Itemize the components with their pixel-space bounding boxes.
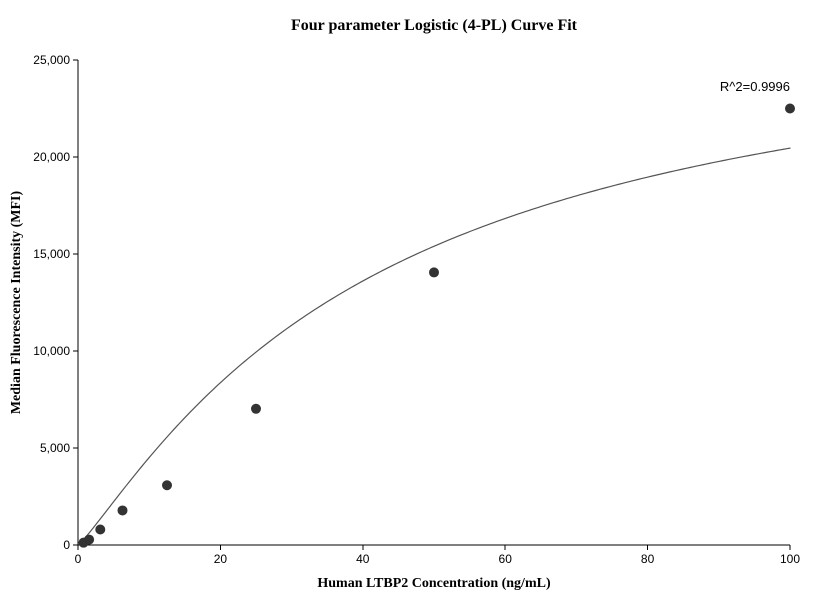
y-tick-label: 25,000 (33, 53, 70, 67)
x-tick-label: 80 (641, 552, 655, 566)
data-point (429, 267, 439, 277)
y-tick-label: 0 (63, 538, 70, 552)
fit-curve (80, 148, 790, 543)
y-tick-label: 20,000 (33, 150, 70, 164)
y-tick-label: 10,000 (33, 344, 70, 358)
x-tick-label: 100 (780, 552, 800, 566)
x-tick-label: 40 (356, 552, 370, 566)
data-point (785, 104, 795, 114)
x-tick-label: 0 (75, 552, 82, 566)
chart-container: Four parameter Logistic (4-PL) Curve Fit… (0, 0, 830, 616)
x-tick-label: 20 (214, 552, 228, 566)
y-axis-label: Median Fluorescence Intensity (MFI) (9, 191, 24, 415)
x-axis-label: Human LTBP2 Concentration (ng/mL) (317, 576, 551, 591)
chart-title: Four parameter Logistic (4-PL) Curve Fit (291, 17, 578, 34)
data-point (118, 505, 128, 515)
chart-svg: Four parameter Logistic (4-PL) Curve Fit… (0, 0, 830, 616)
data-point (162, 480, 172, 490)
y-tick-label: 15,000 (33, 247, 70, 261)
data-point (251, 404, 261, 414)
y-tick-label: 5,000 (40, 441, 70, 455)
data-point (95, 524, 105, 534)
r-squared-annotation: R^2=0.9996 (720, 79, 790, 94)
x-tick-label: 60 (499, 552, 513, 566)
data-point (84, 535, 94, 545)
